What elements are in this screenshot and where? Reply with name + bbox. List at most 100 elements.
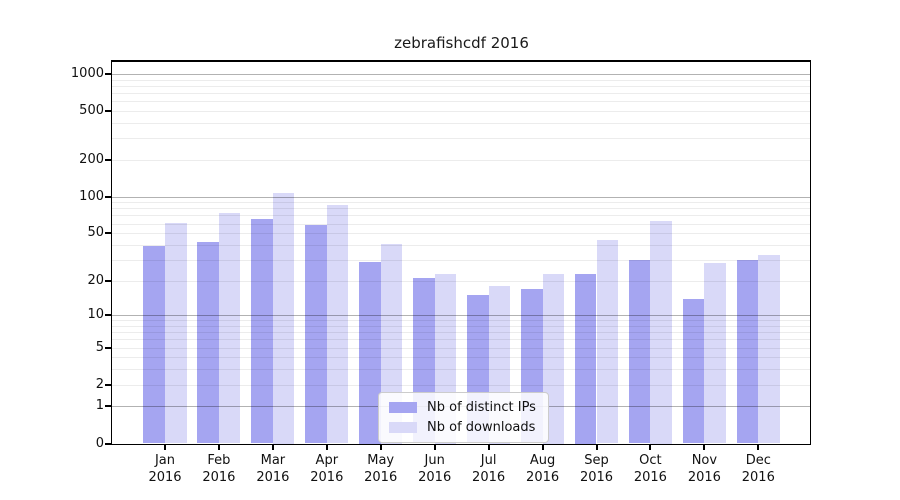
x-tick-mark <box>703 445 706 450</box>
minor-gridline <box>112 357 811 359</box>
y-tick-mark <box>105 109 111 112</box>
y-tick-label-1000: 1000 <box>70 65 104 81</box>
x-tick-label-may: May 2016 <box>364 453 398 485</box>
bar-distinct-ips-sep <box>574 273 597 444</box>
major-gridline <box>112 315 811 317</box>
x-tick-mark <box>595 445 598 450</box>
major-gridline <box>112 73 811 75</box>
x-tick-label-feb: Feb 2016 <box>202 453 236 485</box>
y-axis-left-spine <box>110 60 112 445</box>
minor-gridline <box>112 347 811 349</box>
minor-gridline <box>112 215 811 217</box>
x-tick-mark <box>433 445 436 450</box>
minor-gridline <box>112 159 811 161</box>
bar-downloads-apr <box>326 205 349 444</box>
minor-gridline <box>112 325 811 327</box>
legend-label-distinct-ips: Nb of distinct IPs <box>427 400 536 415</box>
minor-gridline <box>112 92 811 94</box>
x-tick-label-oct: Oct 2016 <box>633 453 667 485</box>
legend-swatch-downloads <box>389 422 417 433</box>
bar-downloads-dec <box>758 254 780 444</box>
bar-downloads-nov <box>704 263 726 444</box>
x-tick-label-jan: Jan 2016 <box>148 453 182 485</box>
y-tick-label-200: 200 <box>79 151 104 167</box>
major-gridline <box>112 196 811 198</box>
y-tick-mark <box>105 314 111 317</box>
x-tick-label-mar: Mar 2016 <box>256 453 290 485</box>
y-tick-label-20: 20 <box>87 272 104 288</box>
bar-downloads-sep <box>596 239 619 444</box>
plot-area: Nb of distinct IPs Nb of downloads <box>112 60 811 444</box>
x-tick-mark <box>487 445 490 450</box>
minor-gridline <box>112 208 811 210</box>
x-tick-label-sep: Sep 2016 <box>579 453 614 485</box>
bar-downloads-jan <box>165 222 187 444</box>
x-tick-mark <box>325 445 328 450</box>
y-axis-right-spine <box>809 60 811 445</box>
x-tick-label-nov: Nov 2016 <box>687 453 721 485</box>
bar-distinct-ips-may <box>359 261 381 444</box>
y-tick-label-50: 50 <box>87 225 104 241</box>
minor-gridline <box>112 280 811 282</box>
x-tick-mark <box>757 445 760 450</box>
y-tick-mark <box>105 442 111 445</box>
legend: Nb of distinct IPs Nb of downloads <box>378 392 549 443</box>
chart-title: zebrafishcdf 2016 <box>394 34 529 52</box>
y-tick-label-10: 10 <box>87 307 104 323</box>
x-tick-label-dec: Dec 2016 <box>741 453 775 485</box>
bar-distinct-ips-jan <box>143 246 165 444</box>
y-tick-mark <box>105 232 111 235</box>
bar-distinct-ips-oct <box>628 259 651 444</box>
legend-item-downloads: Nb of downloads <box>389 420 536 435</box>
minor-gridline <box>112 122 811 124</box>
bar-downloads-mar <box>272 193 295 444</box>
minor-gridline <box>112 101 811 103</box>
x-tick-label-jul: Jul 2016 <box>472 453 506 485</box>
minor-gridline <box>112 110 811 112</box>
y-tick-mark <box>105 405 111 408</box>
x-axis-bottom-spine <box>110 443 811 445</box>
x-tick-mark <box>164 445 166 450</box>
minor-gridline <box>112 332 811 334</box>
y-tick-label-100: 100 <box>79 188 104 204</box>
minor-gridline <box>112 233 811 235</box>
x-tick-mark <box>541 445 544 450</box>
y-tick-label-5: 5 <box>95 339 104 355</box>
x-tick-mark <box>217 445 220 450</box>
x-tick-mark <box>649 445 652 450</box>
minor-gridline <box>112 369 811 371</box>
x-tick-label-apr: Apr 2016 <box>310 453 344 485</box>
y-tick-label-500: 500 <box>79 102 104 118</box>
y-tick-label-2: 2 <box>95 376 104 392</box>
x-tick-mark <box>271 445 274 450</box>
x-tick-mark <box>379 445 382 450</box>
bar-downloads-feb <box>218 213 241 444</box>
bar-distinct-ips-apr <box>305 225 327 444</box>
y-tick-label-1: 1 <box>95 398 104 414</box>
minor-gridline <box>112 202 811 204</box>
x-tick-label-aug: Aug 2016 <box>526 453 560 485</box>
legend-label-downloads: Nb of downloads <box>427 420 536 435</box>
y-tick-mark <box>105 346 111 349</box>
x-axis-top-spine <box>110 60 811 62</box>
minor-gridline <box>112 320 811 322</box>
legend-swatch-distinct-ips <box>389 402 417 413</box>
bar-distinct-ips-dec <box>736 259 759 444</box>
minor-gridline <box>112 223 811 225</box>
minor-gridline <box>112 384 811 386</box>
y-tick-mark <box>105 279 111 282</box>
bar-downloads-oct <box>650 221 672 444</box>
bar-distinct-ips-mar <box>251 219 273 444</box>
legend-item-distinct-ips: Nb of distinct IPs <box>389 400 536 415</box>
bar-distinct-ips-nov <box>682 298 705 444</box>
minor-gridline <box>112 244 811 246</box>
minor-gridline <box>112 85 811 87</box>
y-tick-label-0: 0 <box>95 435 104 451</box>
y-tick-mark <box>105 158 111 161</box>
minor-gridline <box>112 259 811 261</box>
x-tick-label-jun: Jun 2016 <box>418 453 452 485</box>
y-tick-mark <box>105 383 111 386</box>
minor-gridline <box>112 79 811 81</box>
bar-distinct-ips-feb <box>197 242 219 444</box>
